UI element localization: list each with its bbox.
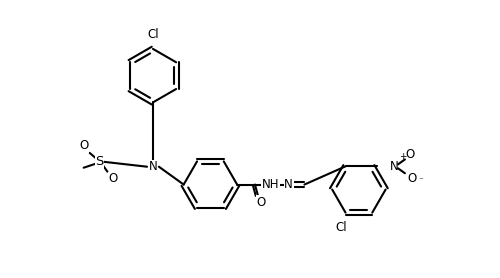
Text: Cl: Cl: [147, 28, 159, 41]
Text: N: N: [390, 160, 398, 173]
Text: O: O: [406, 148, 414, 161]
Text: O: O: [109, 172, 118, 185]
Text: O: O: [79, 140, 88, 152]
Text: +: +: [399, 152, 406, 162]
Text: NH: NH: [262, 178, 280, 191]
Text: O: O: [256, 196, 266, 209]
Text: N: N: [148, 160, 158, 173]
Text: ⁻: ⁻: [419, 177, 424, 186]
Text: N: N: [284, 178, 293, 191]
Text: O: O: [407, 172, 416, 185]
Text: Cl: Cl: [336, 220, 347, 234]
Text: S: S: [96, 155, 104, 168]
